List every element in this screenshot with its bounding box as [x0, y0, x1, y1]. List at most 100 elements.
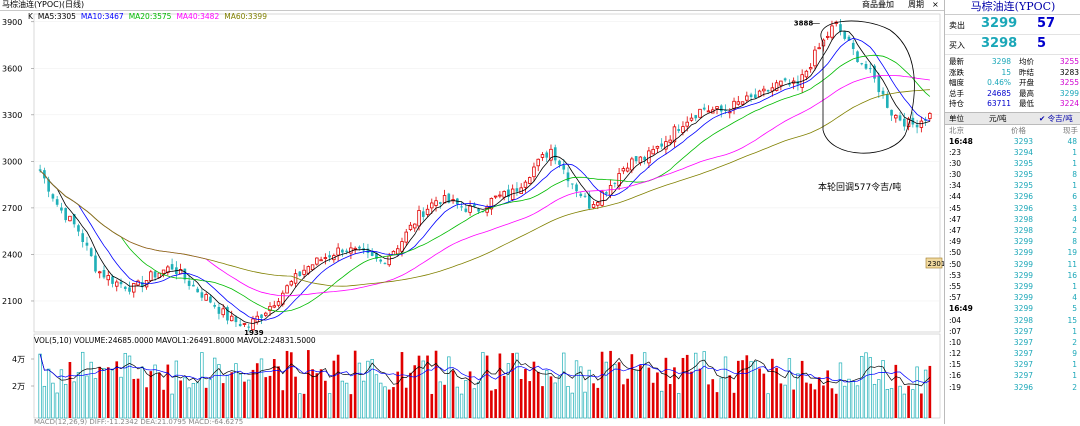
- candle-up: [804, 70, 809, 78]
- tick-qty: 8: [1072, 237, 1077, 247]
- volume-bar-down: [847, 378, 851, 419]
- candle-up: [527, 177, 532, 184]
- volume-bar-down: [723, 356, 728, 419]
- tick-row[interactable]: 16:49 3299 5: [945, 303, 1080, 314]
- candle-up: [536, 158, 540, 167]
- volume-bar-up: [651, 382, 655, 418]
- volume-bar-down: [660, 390, 664, 419]
- volume-bar-up: [494, 389, 497, 418]
- tick-row[interactable]: :04 3298 15: [945, 315, 1080, 326]
- tick-row[interactable]: :49 3299 8: [945, 236, 1080, 247]
- tick-row[interactable]: :19 3296 2: [945, 382, 1080, 393]
- candle-up: [442, 195, 447, 204]
- tick-list[interactable]: 16:48 3293 48:23 3294 1:30 3295 1:30 3295 8:34 32…: [945, 136, 1080, 393]
- volume-bar-up: [502, 375, 506, 418]
- candle-down: [558, 160, 561, 165]
- tick-row[interactable]: :34 3295 1: [945, 180, 1080, 191]
- tick-row[interactable]: :16 3297 1: [945, 370, 1080, 381]
- tick-row[interactable]: :50 3299 19: [945, 247, 1080, 258]
- sell-label: 卖出: [949, 21, 965, 30]
- tick-row[interactable]: 16:48 3293 48: [945, 136, 1080, 147]
- tick-row[interactable]: :55 3299 1: [945, 281, 1080, 292]
- tick-price: 3297: [1013, 349, 1033, 359]
- volume-bar-up: [894, 364, 898, 418]
- volume-bar-up: [541, 386, 544, 418]
- tick-row[interactable]: :12 3297 9: [945, 348, 1080, 359]
- candle-down: [613, 182, 617, 184]
- tick-row[interactable]: :15 3297 1: [945, 359, 1080, 370]
- chart-title: 马棕油连(YPOC)(日线): [2, 0, 85, 9]
- tick-row[interactable]: :53 3299 16: [945, 270, 1080, 281]
- volume-bar-down: [634, 369, 638, 419]
- volume-bar-up: [132, 378, 136, 418]
- volume-bar-down: [702, 351, 706, 419]
- volume-bar-down: [213, 357, 217, 419]
- buy-row[interactable]: 买入 3298 5: [945, 35, 1080, 55]
- volume-bar-up: [707, 384, 710, 418]
- candle-up: [106, 275, 110, 281]
- tick-row[interactable]: :30 3295 8: [945, 169, 1080, 180]
- volume-bar-up: [336, 354, 340, 418]
- tick-row[interactable]: :44 3296 6: [945, 191, 1080, 202]
- volume-bar-down: [366, 360, 370, 419]
- tick-row[interactable]: :45 3296 3: [945, 203, 1080, 214]
- candle-down: [370, 251, 374, 256]
- stat-l2: 昨结: [1019, 67, 1034, 77]
- tick-qty: 16: [1067, 270, 1077, 280]
- volume-bar-up: [324, 380, 327, 418]
- chart-area[interactable]: 3900 3600 3300 3000 2700 2400 2100 4万 2万 3888 193…: [0, 0, 944, 426]
- tick-qty: 1: [1072, 181, 1077, 191]
- stat-v1: 24685: [987, 88, 1011, 98]
- currency-toggle[interactable]: ✔ 令吉/吨: [1039, 113, 1073, 123]
- candle-down: [341, 249, 344, 253]
- stat-l1: 涨跌: [949, 67, 964, 77]
- candle-down: [234, 316, 238, 323]
- stat-row: 幅度 0.46% 开盘 3255: [945, 78, 1080, 89]
- tick-price: 3298: [1013, 214, 1033, 224]
- candle-up: [132, 283, 136, 293]
- candle-up: [149, 271, 153, 281]
- tick-row[interactable]: :47 3298 2: [945, 225, 1080, 236]
- stat-v2: 3255: [1059, 78, 1079, 87]
- tick-row[interactable]: :50 3299 11: [945, 259, 1080, 270]
- stat-row: 总手 24685 最高 3299: [945, 89, 1080, 100]
- candle-up: [115, 281, 119, 287]
- candle-up: [161, 269, 166, 274]
- tick-row[interactable]: :23 3294 1: [945, 147, 1080, 158]
- candle-down: [153, 271, 157, 278]
- sell-row[interactable]: 卖出 3299 57: [945, 15, 1080, 35]
- unit-row[interactable]: 单位 元/吨 ✔ 令吉/吨: [945, 111, 1080, 125]
- period-button[interactable]: 周期: [908, 0, 924, 9]
- volume-bar-down: [72, 381, 76, 419]
- tick-row[interactable]: :10 3297 2: [945, 337, 1080, 348]
- candle-up: [489, 197, 494, 210]
- volume-bar-down: [472, 388, 477, 419]
- volume-bar-down: [327, 393, 332, 419]
- tick-row[interactable]: :47 3298 4: [945, 214, 1080, 225]
- volume-bar-down: [170, 393, 174, 419]
- quote-panel: 马棕油连(YPOC) 卖出 3299 57 买入 3298 5 最新 3298 均价…: [944, 0, 1080, 424]
- overlay-button[interactable]: 商品叠加: [862, 0, 894, 9]
- close-icon[interactable]: ×: [932, 0, 939, 9]
- candle-down: [749, 94, 753, 98]
- volume-bar-up: [805, 382, 808, 418]
- kline-svg[interactable]: 3900 3600 3300 3000 2700 2400 2100 4万 2万 3888 193…: [0, 0, 944, 424]
- tick-time: :07: [949, 326, 962, 336]
- buy-volume: 5: [1037, 36, 1047, 51]
- tick-qty: 2: [1072, 382, 1077, 392]
- volume-bar-down: [42, 385, 47, 419]
- volume-bar-up: [426, 355, 429, 418]
- tick-row[interactable]: :57 3299 4: [945, 292, 1080, 303]
- volume-bar-down: [93, 378, 98, 419]
- tick-qty: 8: [1072, 170, 1077, 180]
- volume-bar-up: [664, 357, 668, 418]
- volume-bar-up: [800, 360, 804, 418]
- candle-up: [919, 120, 924, 128]
- volume-bar-down: [174, 360, 179, 419]
- volume-bar-down: [459, 393, 464, 419]
- tick-row[interactable]: :07 3297 1: [945, 326, 1080, 337]
- y-tick-label: 3000: [2, 157, 22, 166]
- volume-bar-up: [728, 375, 732, 418]
- tick-row[interactable]: :30 3295 1: [945, 158, 1080, 169]
- vol-y-tick-label: 4万: [12, 355, 25, 364]
